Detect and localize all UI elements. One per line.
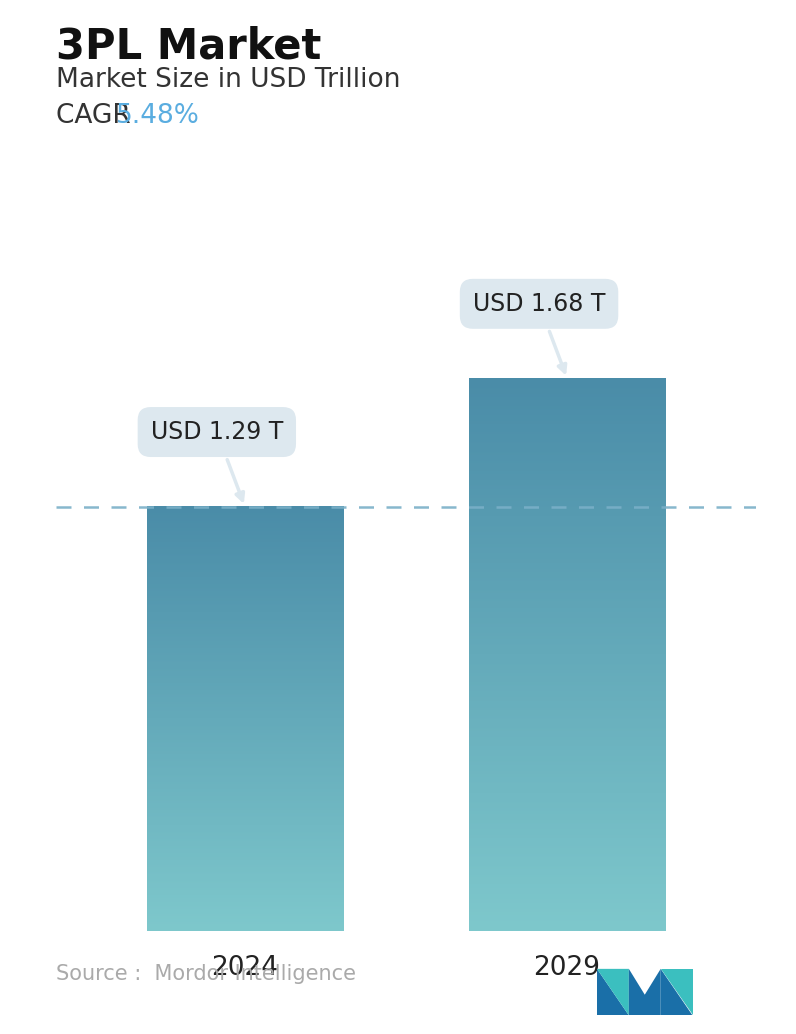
Polygon shape	[597, 969, 629, 1015]
Polygon shape	[629, 969, 661, 1015]
Polygon shape	[661, 969, 693, 1015]
Polygon shape	[661, 969, 693, 1015]
Text: USD 1.68 T: USD 1.68 T	[473, 292, 605, 372]
Text: Market Size in USD Trillion: Market Size in USD Trillion	[56, 67, 400, 93]
Text: USD 1.29 T: USD 1.29 T	[150, 420, 283, 500]
Text: CAGR: CAGR	[56, 103, 139, 129]
Text: 5.48%: 5.48%	[116, 103, 200, 129]
Text: 3PL Market: 3PL Market	[56, 26, 321, 68]
Text: Source :  Mordor Intelligence: Source : Mordor Intelligence	[56, 965, 356, 984]
Polygon shape	[597, 969, 629, 1015]
